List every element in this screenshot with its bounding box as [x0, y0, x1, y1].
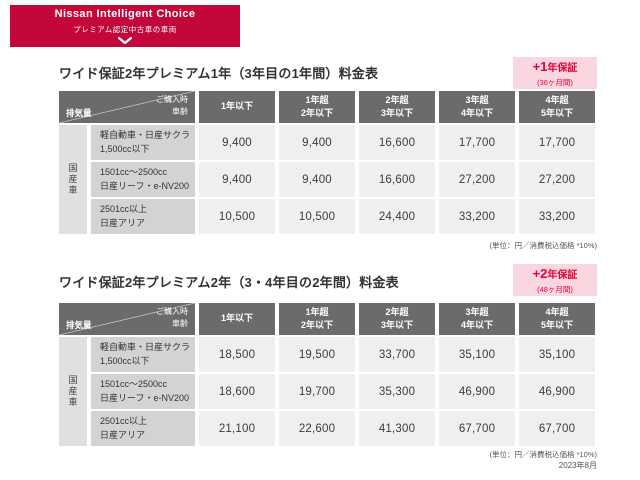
price-cell: 16,600	[359, 162, 435, 197]
price-cell: 35,100	[439, 337, 515, 372]
premium1-section: ワイド保証2年プレミアム1年（3年目の1年間）料金表 +1年保証 (36ヶ月間)…	[59, 57, 597, 257]
badge-duration: (36ヶ月間)	[537, 78, 573, 87]
column-header: 3年超 4年以下	[439, 303, 515, 335]
row-label: 2501cc以上 日産アリア	[91, 199, 195, 234]
column-header: 3年超 4年以下	[439, 91, 515, 123]
row-label: 1501cc～2500cc 日産リーフ・e-NV200	[91, 162, 195, 197]
unit-note: (単位：円／消費税込価格 *10%)	[489, 450, 597, 459]
price-cell: 16,600	[359, 125, 435, 160]
badge-line1: +1年保証	[533, 58, 578, 76]
column-header: 2年超 3年以下	[359, 91, 435, 123]
price-cell: 35,300	[359, 374, 435, 409]
row-label: 軽自動車・日産サクラ 1,500cc以下	[91, 337, 195, 372]
premium2-price-table: ご購入時 車齢 排気量 1年以下 1年超 2年以下 2年超 3年以下 3年超 4…	[59, 303, 595, 446]
nissan-intelligent-choice-banner: Nissan Intelligent Choice プレミアム認定中古車の車両	[10, 5, 240, 47]
premium1-title: ワイド保証2年プレミアム1年（3年目の1年間）料金表	[59, 66, 379, 81]
price-cell: 17,700	[519, 125, 595, 160]
price-cell: 10,500	[199, 199, 275, 234]
row-group-domestic: 国産車	[59, 125, 87, 234]
banner-title: Nissan Intelligent Choice	[54, 8, 196, 21]
price-cell: 21,100	[199, 411, 275, 446]
price-cell: 33,200	[519, 199, 595, 234]
unit-note: (単位：円／消費税込価格 *10%)	[489, 241, 597, 250]
premium2-section: ワイド保証2年プレミアム2年（3・4年目の2年間）料金表 +2年保証 (48ヶ月…	[59, 264, 597, 464]
price-cell: 22,600	[279, 411, 355, 446]
badge-boost: +2	[532, 266, 548, 281]
badge-line1: +2年保証	[533, 265, 578, 283]
price-cell: 18,600	[199, 374, 275, 409]
price-cell: 33,700	[359, 337, 435, 372]
row-label: 2501cc以上 日産アリア	[91, 411, 195, 446]
corner-label-displacement: 排気量	[66, 320, 92, 330]
price-cell: 35,100	[519, 337, 595, 372]
premium1-price-table: ご購入時 車齢 排気量 1年以下 1年超 2年以下 2年超 3年以下 3年超 4…	[59, 91, 595, 234]
price-cell: 9,400	[199, 162, 275, 197]
banner-subtitle: プレミアム認定中古車の車両	[73, 24, 177, 34]
column-header: 1年超 2年以下	[279, 91, 355, 123]
column-header: 1年超 2年以下	[279, 303, 355, 335]
column-header: 1年以下	[199, 303, 275, 335]
price-cell: 41,300	[359, 411, 435, 446]
column-header: 2年超 3年以下	[359, 303, 435, 335]
table-corner-header: ご購入時 車齢 排気量	[59, 91, 195, 123]
row-label: 1501cc～2500cc 日産リーフ・e-NV200	[91, 374, 195, 409]
column-header: 1年以下	[199, 91, 275, 123]
price-cell: 18,500	[199, 337, 275, 372]
price-cell: 46,900	[439, 374, 515, 409]
corner-label-age: ご購入時 車齢	[156, 95, 188, 116]
price-cell: 19,700	[279, 374, 355, 409]
premium2-warranty-badge: +2年保証 (48ヶ月間)	[513, 264, 597, 296]
price-cell: 9,400	[199, 125, 275, 160]
price-cell: 9,400	[279, 162, 355, 197]
corner-label-displacement: 排気量	[66, 108, 92, 118]
badge-boost: +1	[532, 59, 548, 74]
price-cell: 9,400	[279, 125, 355, 160]
price-cell: 33,200	[439, 199, 515, 234]
price-cell: 19,500	[279, 337, 355, 372]
price-cell: 27,200	[519, 162, 595, 197]
corner-label-age: ご購入時 車齢	[156, 307, 188, 328]
price-cell: 27,200	[439, 162, 515, 197]
premium1-warranty-badge: +1年保証 (36ヶ月間)	[513, 57, 597, 89]
column-header: 4年超 5年以下	[519, 303, 595, 335]
row-label: 軽自動車・日産サクラ 1,500cc以下	[91, 125, 195, 160]
footer-date: 2023年8月	[558, 461, 597, 470]
row-group-domestic: 国産車	[59, 337, 87, 446]
price-cell: 67,700	[519, 411, 595, 446]
price-cell: 17,700	[439, 125, 515, 160]
price-cell: 67,700	[439, 411, 515, 446]
badge-label: 年保証	[547, 270, 578, 281]
price-cell: 10,500	[279, 199, 355, 234]
table-corner-header: ご購入時 車齢 排気量	[59, 303, 195, 335]
column-header: 4年超 5年以下	[519, 91, 595, 123]
premium2-title: ワイド保証2年プレミアム2年（3・4年目の2年間）料金表	[59, 275, 399, 290]
badge-duration: (48ヶ月間)	[537, 285, 573, 294]
badge-label: 年保証	[547, 63, 578, 74]
price-cell: 24,400	[359, 199, 435, 234]
price-cell: 46,900	[519, 374, 595, 409]
chevron-down-icon	[117, 36, 133, 44]
